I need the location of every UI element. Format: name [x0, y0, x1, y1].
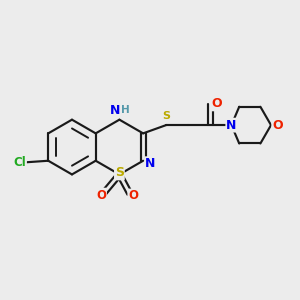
Text: O: O — [96, 188, 106, 202]
Text: O: O — [212, 98, 222, 110]
Text: S: S — [115, 167, 124, 179]
Text: O: O — [128, 189, 138, 203]
Text: Cl: Cl — [13, 156, 26, 169]
Text: O: O — [272, 118, 283, 132]
Text: S: S — [162, 111, 170, 121]
Text: H: H — [121, 105, 130, 115]
Text: N: N — [226, 118, 237, 132]
Text: N: N — [110, 104, 120, 117]
Text: N: N — [145, 157, 156, 170]
